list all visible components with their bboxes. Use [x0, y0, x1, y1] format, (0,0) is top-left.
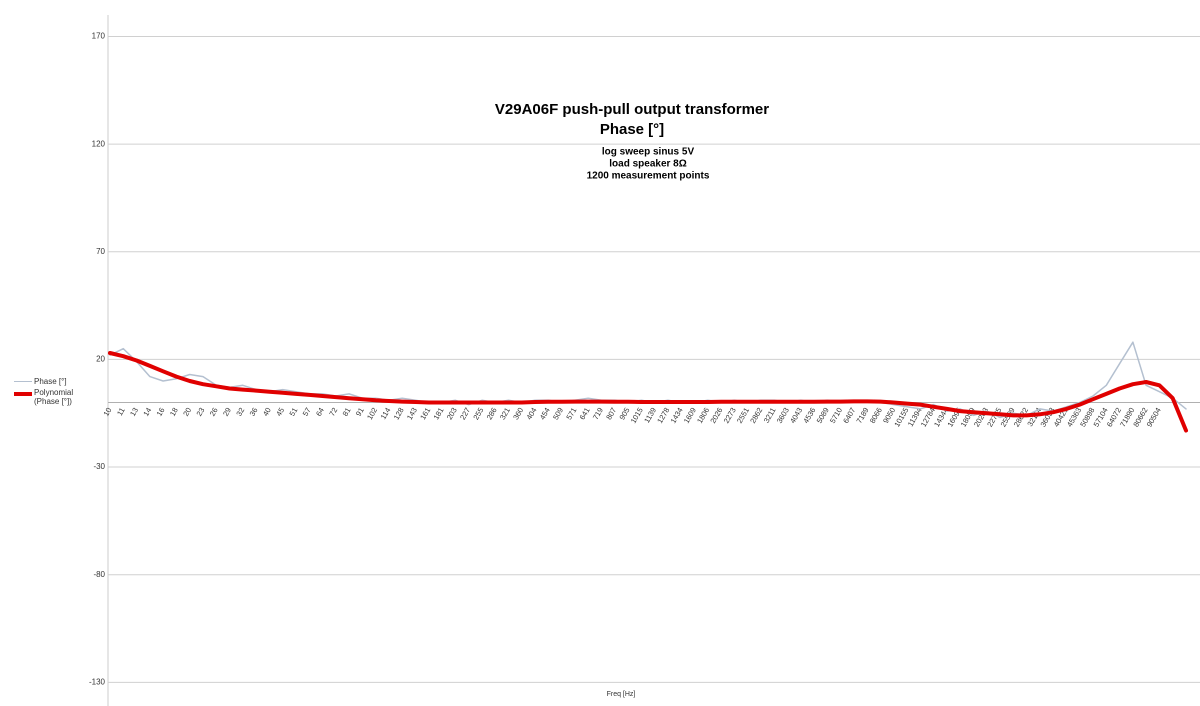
x-tick-label: 641	[578, 406, 592, 421]
x-tick-label: 1806	[695, 406, 711, 425]
legend: Phase [°] Polynomial (Phase [°])	[14, 377, 84, 408]
legend-item: Polynomial (Phase [°])	[14, 388, 84, 406]
x-tick-label: 8066	[868, 406, 884, 425]
x-tick-label: 64	[314, 406, 326, 418]
data-line	[109, 341, 1187, 419]
x-tick-label: 14	[141, 406, 153, 418]
x-tick-label: 1278	[655, 406, 671, 425]
x-tick-label: 2862	[748, 406, 764, 425]
x-tick-label: 11	[115, 406, 127, 417]
x-tick-label: 5710	[828, 406, 844, 425]
x-tick-label: 227	[458, 406, 472, 421]
y-tick-label: 70	[96, 247, 105, 256]
x-tick-label: 1609	[682, 406, 698, 425]
x-tick-label: 32	[234, 406, 246, 418]
x-tick-label: 16	[155, 406, 167, 418]
x-tick-label: 23	[194, 406, 206, 418]
x-tick-label: 51	[287, 406, 299, 418]
x-tick-label: 404	[524, 406, 538, 421]
data-line	[108, 351, 1188, 433]
x-tick-label: 2026	[708, 406, 724, 425]
x-tick-label: 1434	[669, 406, 685, 425]
legend-swatch	[14, 392, 32, 396]
x-tick-label: 2273	[722, 406, 738, 425]
legend-label: Polynomial (Phase [°])	[34, 388, 74, 406]
x-tick-label: 4536	[801, 406, 817, 425]
y-tick-label: 170	[92, 32, 106, 41]
x-tick-label: 143	[405, 406, 419, 421]
x-tick-label: 81	[341, 406, 353, 418]
x-tick-label: 807	[604, 406, 618, 421]
annotation: 1200 measurement points	[587, 171, 710, 182]
y-tick-label: -30	[93, 462, 105, 471]
x-tick-label: 4043	[788, 406, 804, 425]
x-tick-label: 161	[418, 406, 432, 421]
x-tick-label: 1015	[629, 406, 645, 425]
x-tick-label: 6407	[841, 406, 857, 425]
x-tick-label: 719	[591, 406, 605, 421]
x-tick-label: 36	[248, 406, 260, 418]
x-tick-label: 45	[274, 406, 286, 418]
y-tick-label: -130	[89, 677, 106, 686]
legend-item: Phase [°]	[14, 377, 84, 386]
x-tick-label: 57	[301, 406, 313, 418]
x-tick-label: 360	[511, 406, 525, 421]
y-tick-label: -80	[93, 570, 105, 579]
x-tick-label: 40	[261, 406, 273, 418]
legend-label: Phase [°]	[34, 377, 67, 386]
x-tick-label: 128	[392, 406, 406, 421]
x-tick-label: 13	[128, 406, 140, 418]
x-tick-label: 571	[564, 406, 578, 421]
annotation: log sweep sinus 5V	[602, 147, 695, 158]
x-tick-label: 3603	[775, 406, 791, 425]
x-tick-label: 91	[354, 406, 366, 418]
x-tick-label: 509	[551, 406, 565, 421]
y-tick-label: 120	[92, 139, 106, 148]
x-tick-label: 2551	[735, 406, 751, 425]
x-tick-label: 255	[471, 406, 485, 421]
x-axis-title: Freq [Hz]	[607, 691, 636, 698]
x-tick-label: 20	[181, 406, 193, 418]
legend-swatch	[14, 381, 32, 382]
chart-subtitle: Phase [°]	[600, 121, 664, 138]
x-tick-label: 72	[327, 406, 339, 418]
x-tick-label: 203	[445, 406, 459, 421]
x-tick-label: 321	[498, 406, 512, 421]
x-tick-label: 181	[431, 406, 445, 421]
x-tick-label: 29	[221, 406, 233, 418]
x-tick-label: 286	[485, 406, 499, 421]
x-tick-label: 454	[538, 406, 552, 421]
x-tick-label: 102	[365, 406, 379, 421]
x-tick-label: 10	[101, 406, 113, 418]
x-tick-label: 26	[208, 406, 220, 418]
x-tick-label: 18	[168, 406, 180, 418]
x-tick-label: 5089	[815, 406, 831, 425]
x-tick-label: 114	[379, 406, 393, 421]
x-tick-label: 7189	[854, 406, 870, 425]
chart-title: V29A06F push-pull output transformer	[495, 101, 769, 118]
annotation: load speaker 8Ω	[609, 159, 687, 170]
y-tick-label: 20	[96, 355, 105, 364]
